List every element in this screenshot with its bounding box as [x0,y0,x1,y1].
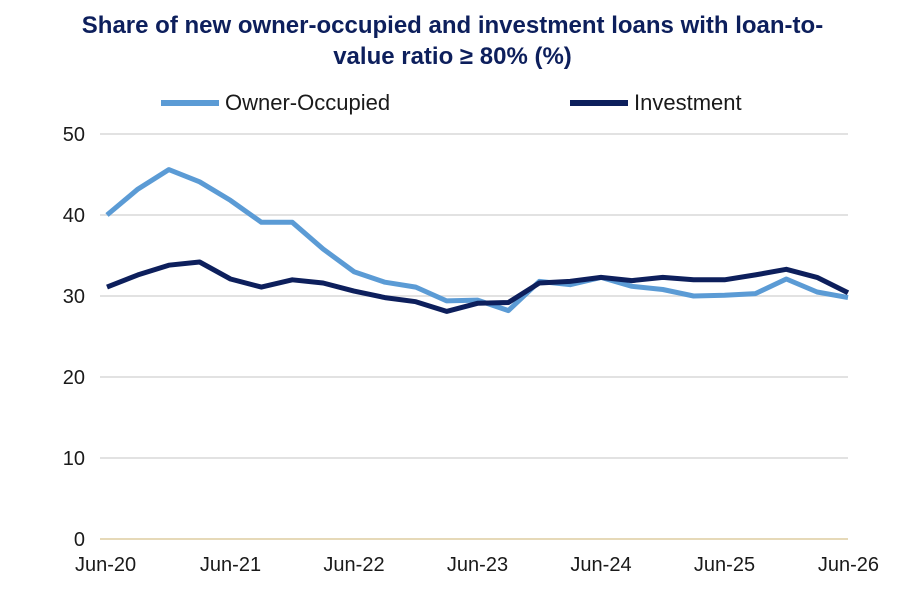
x-tick-label: Jun-25 [694,554,755,576]
x-tick-label: Jun-24 [570,554,631,576]
y-tick-label: 10 [63,448,85,470]
series-line-investment [106,259,850,314]
y-tick-label: 0 [74,529,85,551]
x-axis-tick-labels: Jun-20 Jun-21 Jun-22 Jun-23 Jun-24 Jun-25 Jun-… [75,554,879,576]
x-tick-label: Jun-26 [818,554,879,576]
x-tick-label: Jun-21 [200,554,261,576]
legend-label-investment: Investment [634,90,742,115]
series-line-owner-occupied [105,167,849,314]
y-tick-label: 20 [63,367,85,389]
legend-item-owner-occupied: Owner-Occupied [161,90,390,116]
y-tick-label: 50 [63,124,85,146]
legend-swatch-owner-occupied [161,100,219,106]
chart-title: Share of new owner-occupied and investme… [0,10,905,72]
x-tick-label: Jun-22 [323,554,384,576]
y-tick-label: 40 [63,205,85,227]
x-tick-label: Jun-20 [75,554,136,576]
y-axis-tick-labels: 0 10 20 30 40 50 [63,124,85,551]
legend-swatch-investment [570,100,628,106]
legend: Owner-Occupied Investment [0,90,905,118]
legend-item-investment: Investment [570,90,742,116]
x-tick-label: Jun-23 [447,554,508,576]
chart-title-line-2: value ratio ≥ 80% (%) [333,43,572,70]
y-tick-label: 30 [63,286,85,308]
chart-title-line-1: Share of new owner-occupied and investme… [81,12,824,39]
series-lines [105,167,850,314]
legend-label-owner-occupied: Owner-Occupied [225,90,391,115]
